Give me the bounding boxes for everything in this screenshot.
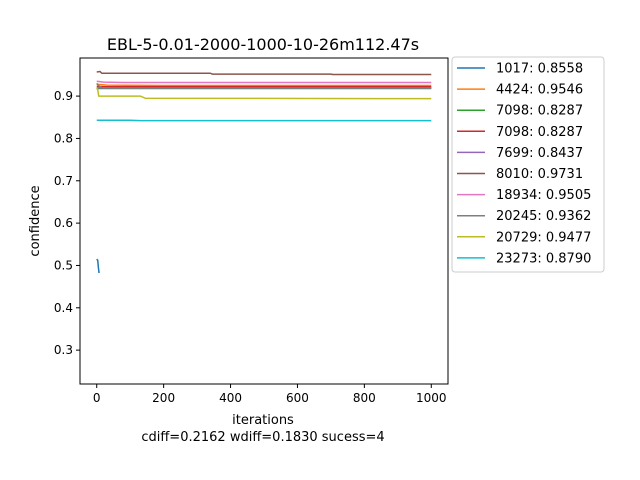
y-axis-label: confidence (28, 185, 43, 256)
legend-label: 8010: 0.9731 (496, 167, 583, 182)
series-line-8 (96, 87, 432, 100)
x-tick-label: 800 (353, 391, 376, 405)
x-tick-label: 200 (152, 391, 175, 405)
series-layer (96, 70, 432, 274)
y-tick-label: 0.9 (54, 89, 73, 103)
plot-area (79, 57, 449, 385)
legend-label: 4424: 0.9546 (496, 83, 583, 98)
legend-box (451, 56, 605, 273)
y-tick-label: 0.5 (54, 258, 73, 272)
x-axis: 0 200 400 600 800 1000 (93, 384, 447, 405)
series-line-5 (96, 70, 432, 76)
y-tick-label: 0.7 (54, 174, 73, 188)
x-tick-label: 1000 (416, 391, 447, 405)
plot-frame (79, 57, 449, 385)
legend: 1017: 0.8558 4424: 0.9546 7098: 0.8287 7098… (451, 56, 605, 273)
legend-label: 23273: 0.8790 (496, 251, 591, 266)
y-tick-label: 0.4 (54, 301, 73, 315)
x-tick-label: 400 (219, 391, 242, 405)
y-axis: 0.3 0.4 0.5 0.6 0.7 0.8 0.9 (54, 89, 80, 357)
legend-label: 1017: 0.8558 (496, 62, 583, 77)
legend-label: 7699: 0.8437 (496, 146, 583, 161)
legend-label: 7098: 0.8287 (496, 125, 583, 140)
chart-subtitle: cdiff=0.2162 wdiff=0.1830 sucess=4 (141, 430, 384, 445)
x-axis-label: iterations (232, 413, 294, 428)
chart-title: EBL-5-0.01-2000-1000-10-26m112.47s (107, 35, 419, 54)
series-line-1 (96, 83, 432, 87)
y-tick-label: 0.8 (54, 131, 73, 145)
x-tick-label: 600 (286, 391, 309, 405)
legend-label: 7098: 0.8287 (496, 104, 583, 119)
series-line-6 (96, 80, 432, 84)
x-tick-label: 0 (93, 391, 101, 405)
series-line-7 (96, 82, 432, 89)
legend-label: 20729: 0.9477 (496, 230, 591, 245)
plot-background (80, 58, 448, 384)
y-tick-label: 0.6 (54, 216, 73, 230)
legend-label: 18934: 0.9505 (496, 188, 591, 203)
legend-items: 1017: 0.8558 4424: 0.9546 7098: 0.8287 7098… (457, 62, 591, 266)
legend-label: 20245: 0.9362 (496, 209, 591, 224)
series-line-0 (96, 258, 100, 274)
y-tick-label: 0.3 (54, 343, 73, 357)
